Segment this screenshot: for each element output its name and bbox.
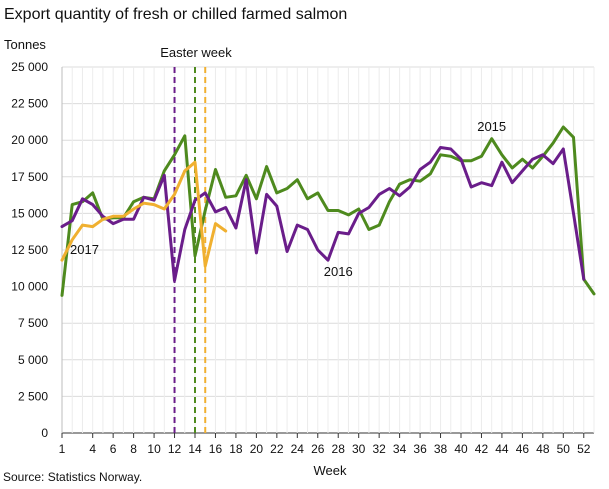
x-tick-label: 20 (250, 442, 264, 456)
x-tick-label: 36 (413, 442, 427, 456)
series-line-2017 (60, 160, 228, 268)
x-tick-label: 14 (188, 442, 202, 456)
y-axis-unit-label: Tonnes (4, 37, 46, 52)
source-note: Source: Statistics Norway. (3, 470, 143, 484)
series-label-2017: 2017 (70, 242, 99, 257)
y-tick-label: 15 000 (11, 206, 48, 220)
x-tick-label: 8 (130, 442, 137, 456)
series-labels: 2015 2016 2017 (70, 119, 506, 279)
x-tick-label: 16 (209, 442, 223, 456)
x-tick-label: 6 (110, 442, 117, 456)
x-tick-label: 42 (475, 442, 489, 456)
x-tick-label: 44 (495, 442, 509, 456)
series-label-2016: 2016 (324, 264, 353, 279)
gridlines (61, 66, 595, 434)
y-tick-label: 25 000 (11, 60, 48, 74)
x-tick-label: 34 (393, 442, 407, 456)
series-line-2016 (60, 146, 586, 283)
series-label-2015: 2015 (477, 119, 506, 134)
x-axis-title: Week (314, 463, 347, 478)
x-tick-label: 28 (332, 442, 346, 456)
x-tick-label: 46 (516, 442, 530, 456)
y-tick-label: 20 000 (11, 133, 48, 147)
y-tick-label: 7 500 (18, 316, 48, 330)
x-tick-label: 10 (147, 442, 161, 456)
x-tick-label: 12 (168, 442, 182, 456)
y-tick-label: 2 500 (18, 389, 48, 403)
x-tick-label: 4 (89, 442, 96, 456)
x-tick-label: 26 (311, 442, 325, 456)
x-tick-label: 24 (291, 442, 305, 456)
y-tick-label: 17 500 (11, 170, 48, 184)
x-tick-label: 38 (434, 442, 448, 456)
x-tick-label: 22 (270, 442, 284, 456)
x-tick-label: 30 (352, 442, 366, 456)
x-tick-label: 1 (59, 442, 66, 456)
y-tick-label: 5 000 (18, 353, 48, 367)
x-tick-label: 18 (229, 442, 243, 456)
x-tick-label: 50 (557, 442, 571, 456)
y-tick-label: 10 000 (11, 280, 48, 294)
x-tick-label: 48 (536, 442, 550, 456)
chart-title: Export quantity of fresh or chilled farm… (4, 6, 348, 23)
y-tick-labels: 0 2 500 5 000 7 500 10 000 12 500 15 000 17 500… (11, 60, 48, 440)
x-tick-label: 52 (577, 442, 591, 456)
y-tick-label: 22 500 (11, 97, 48, 111)
series-lines (60, 125, 596, 297)
x-tick-label: 40 (454, 442, 468, 456)
easter-week-label: Easter week (160, 45, 232, 60)
x-tick-label: 32 (372, 442, 386, 456)
y-tick-label: 12 500 (11, 243, 48, 257)
y-tick-label: 0 (41, 426, 48, 440)
x-tick-labels: 1 4 6 8 10 12 14 16 18 20 22 24 26 28 30 32 34 36 38 40 42 44… (59, 433, 591, 456)
